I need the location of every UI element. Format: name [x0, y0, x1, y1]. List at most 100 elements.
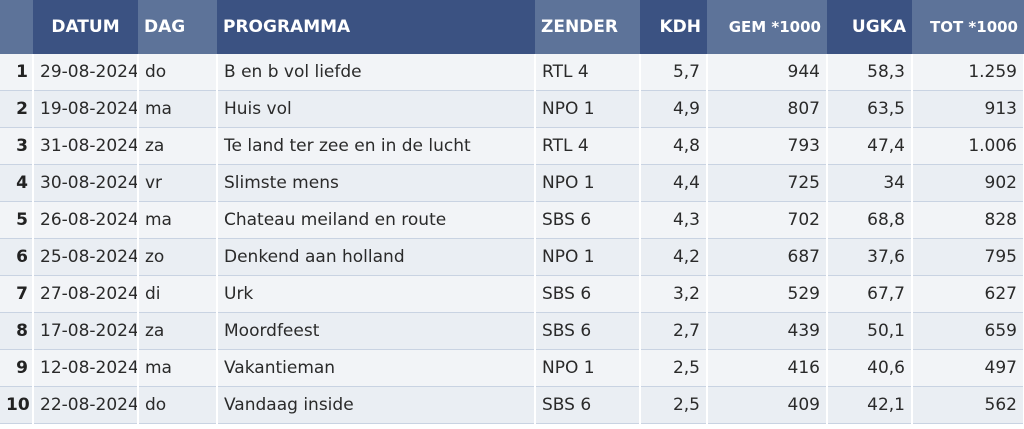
row-index: 2 [0, 90, 34, 128]
cell-programma: Slimste mens [217, 164, 536, 202]
cell-kdh: 4,3 [640, 201, 708, 239]
cell-gem: 439 [707, 312, 828, 350]
cell-tot: 795 [912, 238, 1024, 276]
table-row[interactable]: 8 17-08-2024 za Moordfeest SBS 6 2,7 439 50,1 65… [0, 312, 1024, 350]
cell-ugka: 50,1 [827, 312, 913, 350]
cell-dag: ma [138, 201, 218, 239]
cell-ugka: 68,8 [827, 201, 913, 239]
cell-zender: NPO 1 [535, 164, 641, 202]
header-datum[interactable]: DATUM [33, 0, 138, 54]
cell-dag: do [138, 386, 218, 424]
cell-ugka: 47,4 [827, 127, 913, 165]
cell-dag: di [138, 275, 218, 313]
cell-dag: za [138, 127, 218, 165]
header-tot[interactable]: TOT *1000 [912, 0, 1024, 54]
cell-programma: Denkend aan holland [217, 238, 536, 276]
cell-dag: ma [138, 349, 218, 387]
cell-gem: 725 [707, 164, 828, 202]
cell-ugka: 58,3 [827, 54, 913, 91]
cell-datum: 19-08-2024 [33, 90, 139, 128]
cell-programma: Chateau meiland en route [217, 201, 536, 239]
table-row[interactable]: 7 27-08-2024 di Urk SBS 6 3,2 529 67,7 627 [0, 275, 1024, 313]
cell-datum: 26-08-2024 [33, 201, 139, 239]
cell-kdh: 4,2 [640, 238, 708, 276]
row-index: 1 [0, 54, 34, 91]
cell-programma: Urk [217, 275, 536, 313]
header-kdh[interactable]: KDH [640, 0, 707, 54]
cell-programma: Moordfeest [217, 312, 536, 350]
header-index [0, 0, 33, 54]
table-row[interactable]: 5 26-08-2024 ma Chateau meiland en route SBS… [0, 201, 1024, 239]
cell-datum: 31-08-2024 [33, 127, 139, 165]
cell-dag: za [138, 312, 218, 350]
row-index: 8 [0, 312, 34, 350]
row-index: 3 [0, 127, 34, 165]
cell-dag: ma [138, 90, 218, 128]
cell-kdh: 4,8 [640, 127, 708, 165]
cell-kdh: 2,7 [640, 312, 708, 350]
cell-programma: Huis vol [217, 90, 536, 128]
cell-zender: NPO 1 [535, 238, 641, 276]
cell-zender: SBS 6 [535, 312, 641, 350]
cell-gem: 529 [707, 275, 828, 313]
cell-kdh: 5,7 [640, 54, 708, 91]
cell-ugka: 67,7 [827, 275, 913, 313]
row-index: 6 [0, 238, 34, 276]
cell-zender: SBS 6 [535, 275, 641, 313]
cell-datum: 17-08-2024 [33, 312, 139, 350]
cell-kdh: 3,2 [640, 275, 708, 313]
cell-ugka: 40,6 [827, 349, 913, 387]
cell-tot: 562 [912, 386, 1024, 424]
cell-programma: Vakantieman [217, 349, 536, 387]
cell-datum: 30-08-2024 [33, 164, 139, 202]
cell-kdh: 4,9 [640, 90, 708, 128]
table-row[interactable]: 3 31-08-2024 za Te land ter zee en in de lu… [0, 127, 1024, 165]
table-body: 1 29-08-2024 do B en b vol liefde RTL 4 5,7 94… [0, 54, 1024, 424]
cell-gem: 702 [707, 201, 828, 239]
cell-kdh: 4,4 [640, 164, 708, 202]
cell-programma: Te land ter zee en in de lucht [217, 127, 536, 165]
cell-tot: 659 [912, 312, 1024, 350]
table-row[interactable]: 2 19-08-2024 ma Huis vol NPO 1 4,9 807 63,5 913 [0, 90, 1024, 128]
cell-ugka: 42,1 [827, 386, 913, 424]
cell-dag: zo [138, 238, 218, 276]
row-index: 4 [0, 164, 34, 202]
cell-tot: 1.259 [912, 54, 1024, 91]
cell-gem: 409 [707, 386, 828, 424]
cell-datum: 25-08-2024 [33, 238, 139, 276]
cell-kdh: 2,5 [640, 386, 708, 424]
header-zender[interactable]: ZENDER [535, 0, 640, 54]
cell-ugka: 37,6 [827, 238, 913, 276]
cell-dag: do [138, 54, 218, 91]
table-row[interactable]: 1 29-08-2024 do B en b vol liefde RTL 4 5,7 94… [0, 54, 1024, 91]
cell-tot: 497 [912, 349, 1024, 387]
header-gem[interactable]: GEM *1000 [707, 0, 827, 54]
cell-datum: 22-08-2024 [33, 386, 139, 424]
cell-kdh: 2,5 [640, 349, 708, 387]
table-row[interactable]: 9 12-08-2024 ma Vakantieman NPO 1 2,5 416 40,6 4… [0, 349, 1024, 387]
row-index: 5 [0, 201, 34, 239]
cell-programma: Vandaag inside [217, 386, 536, 424]
header-dag[interactable]: DAG [138, 0, 217, 54]
cell-tot: 1.006 [912, 127, 1024, 165]
cell-programma: B en b vol liefde [217, 54, 536, 91]
cell-ugka: 63,5 [827, 90, 913, 128]
cell-gem: 687 [707, 238, 828, 276]
table-row[interactable]: 4 30-08-2024 vr Slimste mens NPO 1 4,4 725 34 90… [0, 164, 1024, 202]
cell-zender: SBS 6 [535, 386, 641, 424]
table-row[interactable]: 10 22-08-2024 do Vandaag inside SBS 6 2,5 409 4… [0, 386, 1024, 424]
cell-gem: 944 [707, 54, 828, 91]
header-programma[interactable]: PROGRAMMA [217, 0, 535, 54]
cell-zender: NPO 1 [535, 349, 641, 387]
cell-zender: RTL 4 [535, 54, 641, 91]
cell-dag: vr [138, 164, 218, 202]
table-row[interactable]: 6 25-08-2024 zo Denkend aan holland NPO 1 4,2… [0, 238, 1024, 276]
cell-gem: 793 [707, 127, 828, 165]
header-ugka[interactable]: UGKA [827, 0, 912, 54]
cell-tot: 627 [912, 275, 1024, 313]
table-header-row: DATUM DAG PROGRAMMA ZENDER KDH GEM *1000… [0, 0, 1024, 54]
cell-zender: NPO 1 [535, 90, 641, 128]
cell-datum: 12-08-2024 [33, 349, 139, 387]
cell-gem: 416 [707, 349, 828, 387]
